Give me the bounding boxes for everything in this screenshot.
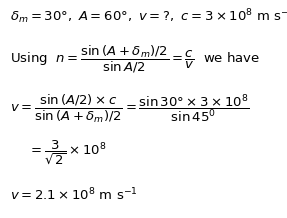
Text: $v = \dfrac{\sin\left(A/2\right) \times c}{\sin\left(A + \delta_m\right)/2} = \d: $v = \dfrac{\sin\left(A/2\right) \times … [10, 93, 249, 125]
Text: $= \dfrac{3}{\sqrt{2}} \times 10^8$: $= \dfrac{3}{\sqrt{2}} \times 10^8$ [28, 139, 107, 167]
Text: $\mathrm{Using}\ \ n = \dfrac{\sin\left(A + \delta_m\right)/2}{\sin A/2} = \dfra: $\mathrm{Using}\ \ n = \dfrac{\sin\left(… [10, 44, 260, 75]
Text: $\delta_m = 30°,\ A = 60°,\ v = ?,\ c = 3 \times 10^8\ \mathrm{m\ s^{-1}},$: $\delta_m = 30°,\ A = 60°,\ v = ?,\ c = … [10, 7, 287, 26]
Text: $v = 2.1 \times 10^8\ \mathrm{m\ s^{-1}}$: $v = 2.1 \times 10^8\ \mathrm{m\ s^{-1}}… [10, 187, 138, 203]
